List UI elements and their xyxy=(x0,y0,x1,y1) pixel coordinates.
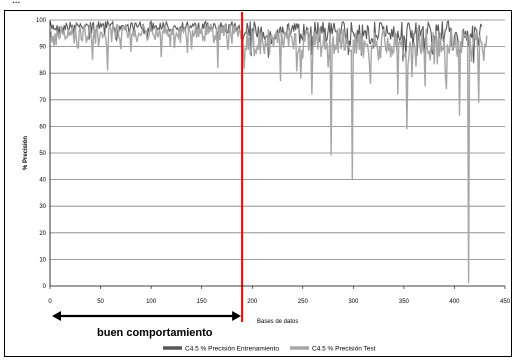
y-axis-label: % Precisión xyxy=(23,136,29,170)
x-tick-label: 150 xyxy=(197,299,208,305)
y-tick-label: 70 xyxy=(39,98,46,104)
x-tick-label: 200 xyxy=(247,299,258,305)
series-line-test xyxy=(49,23,488,284)
x-tick-label: 450 xyxy=(500,299,511,305)
y-tick-label: 0 xyxy=(43,284,47,290)
y-tick-label: 60 xyxy=(39,124,46,130)
top-caption: ... xyxy=(12,0,21,6)
x-tick-label: 400 xyxy=(449,299,460,305)
x-tick-labels: 0 50 100 150 200 250 300 350 400 450 xyxy=(48,286,511,305)
y-tick-label: 90 xyxy=(39,45,46,51)
y-tick-label: 50 xyxy=(39,151,46,157)
series-line-train xyxy=(49,19,483,64)
y-tick-label: 20 xyxy=(39,231,46,237)
y-tick-label: 40 xyxy=(39,178,46,184)
arrowhead-left xyxy=(52,311,61,321)
arrowhead-right xyxy=(232,311,242,321)
y-tick-label: 30 xyxy=(39,204,46,210)
annotation-label: buen comportamiento xyxy=(97,327,213,339)
x-tick-label: 300 xyxy=(348,299,359,305)
x-tick-label: 100 xyxy=(146,299,157,305)
axes xyxy=(49,20,505,287)
legend: C4.5 % Precisión Entrenamiento C4.5 % Pre… xyxy=(163,346,376,353)
x-axis-label: Bases de datos xyxy=(257,319,298,325)
gridlines xyxy=(50,19,505,260)
legend-label-train: C4.5 % Precisión Entrenamiento xyxy=(185,346,279,353)
chart-frame xyxy=(4,10,512,357)
x-tick-label: 0 xyxy=(48,299,52,305)
y-tick-label: 100 xyxy=(36,18,47,24)
legend-label-test: C4.5 % Precisión Test xyxy=(312,346,376,353)
y-tick-label: 10 xyxy=(39,257,46,263)
y-tick-label: 80 xyxy=(39,71,46,77)
series-group xyxy=(49,19,488,284)
x-tick-label: 350 xyxy=(399,299,410,305)
y-tick-labels: 0 10 20 30 40 50 60 70 80 90 100 xyxy=(36,18,47,290)
annotation-arrow xyxy=(52,311,242,321)
x-tick-label: 250 xyxy=(298,299,309,305)
x-tick-label: 50 xyxy=(97,299,104,305)
